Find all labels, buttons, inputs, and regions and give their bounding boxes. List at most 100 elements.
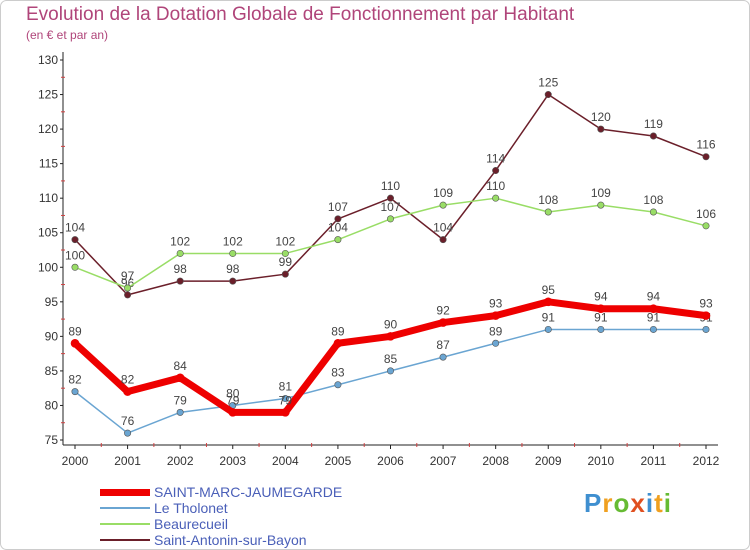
legend-swatch — [100, 523, 150, 525]
data-label-saint-marc-jaumegarde: 84 — [173, 359, 187, 373]
point-saint-marc-jaumegarde — [543, 297, 553, 307]
y-tick-label: 130 — [38, 53, 58, 67]
y-tick-label: 100 — [38, 260, 58, 274]
point-le-tholonet — [386, 367, 394, 375]
point-saint-marc-jaumegarde — [228, 408, 238, 417]
point-le-tholonet — [492, 339, 500, 347]
point-le-tholonet — [544, 325, 552, 333]
data-label-beaurecueil: 108 — [538, 193, 558, 207]
y-tick-label: 120 — [38, 122, 58, 136]
data-label-beaurecueil: 102 — [170, 234, 190, 248]
point-le-tholonet — [439, 353, 447, 361]
data-label-le-tholonet: 85 — [384, 352, 398, 366]
point-beaurecueil — [597, 201, 605, 209]
point-saint-antonin-sur-bayon — [597, 125, 605, 133]
point-saint-marc-jaumegarde — [281, 408, 290, 417]
data-label-saint-antonin-sur-bayon: 104 — [65, 221, 85, 235]
data-label-le-tholonet: 82 — [68, 373, 82, 387]
data-label-saint-antonin-sur-bayon: 110 — [381, 179, 400, 193]
data-label-saint-antonin-sur-bayon: 114 — [486, 152, 505, 166]
point-saint-antonin-sur-bayon — [649, 132, 657, 140]
point-le-tholonet — [71, 388, 79, 396]
point-le-tholonet — [649, 325, 657, 333]
point-saint-marc-jaumegarde — [123, 387, 132, 396]
legend-label: Le Tholonet — [154, 500, 228, 516]
legend-label: Beaurecueil — [154, 516, 228, 532]
point-saint-marc-jaumegarde — [701, 311, 711, 320]
point-saint-marc-jaumegarde — [596, 304, 606, 314]
logo-letter: i — [645, 488, 655, 518]
point-beaurecueil — [544, 208, 552, 216]
data-label-beaurecueil: 102 — [223, 234, 243, 248]
data-label-beaurecueil: 97 — [121, 269, 135, 283]
legend-item: Beaurecueil — [100, 516, 400, 532]
data-label-le-tholonet: 91 — [542, 310, 556, 324]
data-label-le-tholonet: 79 — [173, 393, 187, 407]
logo-letter: o — [613, 488, 631, 518]
point-saint-antonin-sur-bayon — [71, 236, 79, 244]
data-label-saint-antonin-sur-bayon: 116 — [696, 138, 715, 152]
x-tick-label: 2000 — [62, 454, 89, 468]
data-label-saint-antonin-sur-bayon: 125 — [538, 76, 558, 90]
point-beaurecueil — [281, 249, 289, 257]
point-beaurecueil — [124, 284, 132, 292]
x-tick-label: 2004 — [272, 454, 299, 468]
x-tick-label: 2001 — [114, 454, 141, 468]
x-tick-label: 2011 — [641, 454, 667, 468]
point-le-tholonet — [334, 381, 342, 389]
point-beaurecueil — [702, 222, 710, 230]
y-tick-label: 80 — [45, 398, 59, 412]
point-beaurecueil — [386, 215, 394, 223]
point-saint-antonin-sur-bayon — [281, 270, 289, 278]
data-label-saint-antonin-sur-bayon: 120 — [591, 110, 611, 124]
point-beaurecueil — [649, 208, 657, 216]
legend-swatch — [100, 489, 150, 496]
y-tick-label: 115 — [39, 157, 58, 171]
data-label-beaurecueil: 109 — [433, 186, 453, 200]
logo-letter: P — [584, 488, 603, 518]
point-beaurecueil — [229, 249, 237, 257]
data-label-beaurecueil: 110 — [486, 179, 505, 193]
logo-letter: i — [663, 488, 672, 518]
point-saint-marc-jaumegarde — [438, 318, 448, 327]
data-label-saint-antonin-sur-bayon: 98 — [226, 262, 240, 276]
data-label-beaurecueil: 104 — [328, 221, 348, 235]
y-tick-label: 85 — [45, 364, 59, 378]
data-label-saint-marc-jaumegarde: 89 — [331, 324, 345, 338]
y-tick-label: 95 — [45, 295, 59, 309]
point-saint-marc-jaumegarde — [649, 304, 658, 314]
data-label-saint-marc-jaumegarde: 94 — [594, 290, 608, 304]
x-tick-label: 2005 — [325, 454, 352, 468]
data-label-saint-marc-jaumegarde: 79 — [279, 393, 293, 407]
point-saint-antonin-sur-bayon — [439, 236, 447, 244]
point-saint-antonin-sur-bayon — [386, 194, 394, 202]
point-le-tholonet — [281, 395, 289, 403]
logo-letter: x — [630, 488, 646, 518]
point-le-tholonet — [597, 325, 605, 333]
data-label-saint-marc-jaumegarde: 79 — [226, 393, 240, 407]
legend-item: SAINT-MARC-JAUMEGARDE — [100, 484, 400, 500]
y-tick-label: 90 — [45, 329, 59, 343]
data-label-le-tholonet: 83 — [331, 366, 345, 380]
point-beaurecueil — [492, 194, 500, 202]
point-saint-antonin-sur-bayon — [229, 277, 237, 285]
point-beaurecueil — [334, 236, 342, 244]
chart-subtitle: (en € et par an) — [26, 28, 109, 42]
data-label-saint-antonin-sur-bayon: 98 — [173, 262, 187, 276]
point-saint-antonin-sur-bayon — [124, 291, 132, 299]
legend: SAINT-MARC-JAUMEGARDE Le Tholonet Beaurecu… — [100, 484, 400, 548]
legend-swatch — [100, 539, 150, 541]
chart-title: Evolution de la Dotation Globale de Fonc… — [26, 4, 575, 25]
point-saint-antonin-sur-bayon — [702, 153, 710, 161]
point-saint-marc-jaumegarde — [386, 332, 395, 341]
point-saint-antonin-sur-bayon — [544, 91, 552, 99]
data-label-le-tholonet: 87 — [436, 338, 450, 352]
x-tick-label: 2009 — [535, 454, 562, 468]
point-beaurecueil — [71, 263, 79, 271]
data-label-le-tholonet: 76 — [121, 414, 135, 428]
data-label-saint-marc-jaumegarde: 94 — [647, 290, 661, 304]
point-saint-marc-jaumegarde — [333, 338, 343, 348]
